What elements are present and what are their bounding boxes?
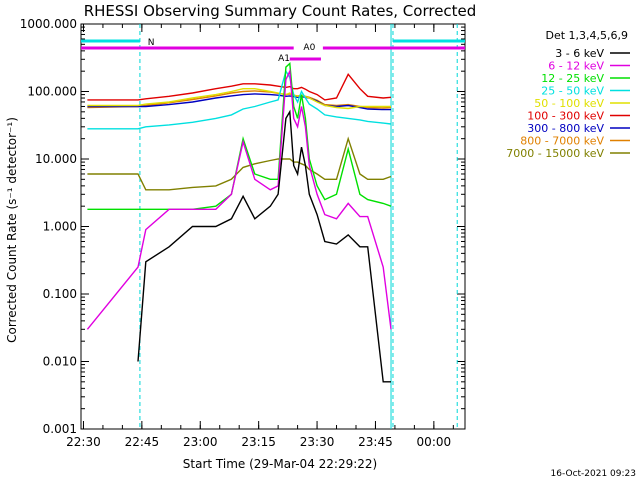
y-tick-label: 0.100 [43, 287, 77, 301]
chart-title: RHESSI Observing Summary Count Rates, Co… [84, 2, 477, 20]
series-line-100-300-keV [87, 73, 392, 101]
series-line-7000-15000-keV [87, 136, 392, 191]
y-tick-label: 1000.000 [20, 17, 77, 31]
y-tick-label: 0.010 [43, 355, 77, 369]
legend-label: 12 - 25 keV [541, 72, 604, 85]
x-tick-label: 23:15 [241, 435, 276, 449]
x-tick-label: 22:45 [125, 435, 160, 449]
legend-label: 800 - 7000 keV [520, 135, 604, 148]
series-line-12-25-keV [87, 62, 392, 211]
y-tick-label: 1.000 [43, 220, 77, 234]
legend-label: 3 - 6 keV [555, 47, 604, 60]
x-tick-label: 22:30 [66, 435, 101, 449]
x-axis-label: Start Time (29-Mar-04 22:29:22) [183, 457, 377, 471]
attenuator-label-a1: A1 [278, 54, 290, 64]
timestamp-label: 16-Oct-2021 09:23 [551, 469, 636, 479]
legend-label: 7000 - 15000 keV [506, 147, 604, 160]
legend-label: 300 - 800 keV [527, 122, 604, 135]
plot-area: 0.001 0.010 0.100 1.000 10.000 100.000 1000.00… [20, 17, 466, 449]
y-tick-label: 100.000 [27, 85, 77, 99]
series-line-6-12-keV [86, 68, 392, 330]
y-tick-label: 0.001 [43, 422, 77, 436]
x-tick-label: 23:00 [183, 435, 218, 449]
legend-label: 100 - 300 keV [527, 110, 604, 123]
y-axis-label: Corrected Count Rate (s⁻¹ detector⁻¹) [5, 117, 19, 343]
y-tick-label: 10.000 [35, 152, 77, 166]
legend-label: 6 - 12 keV [548, 60, 604, 73]
x-tick-label: 23:30 [300, 435, 335, 449]
night-label: N [148, 38, 155, 48]
detector-label: Det 1,3,4,5,6,9 [545, 29, 628, 42]
legend-label: 50 - 100 keV [534, 97, 604, 110]
x-tick-label: 00:00 [417, 435, 452, 449]
x-tick-label: 23:45 [358, 435, 393, 449]
attenuator-label-a0: A0 [303, 43, 315, 53]
series-line-3-6-keV [137, 109, 391, 383]
legend-label: 25 - 50 keV [541, 85, 604, 98]
